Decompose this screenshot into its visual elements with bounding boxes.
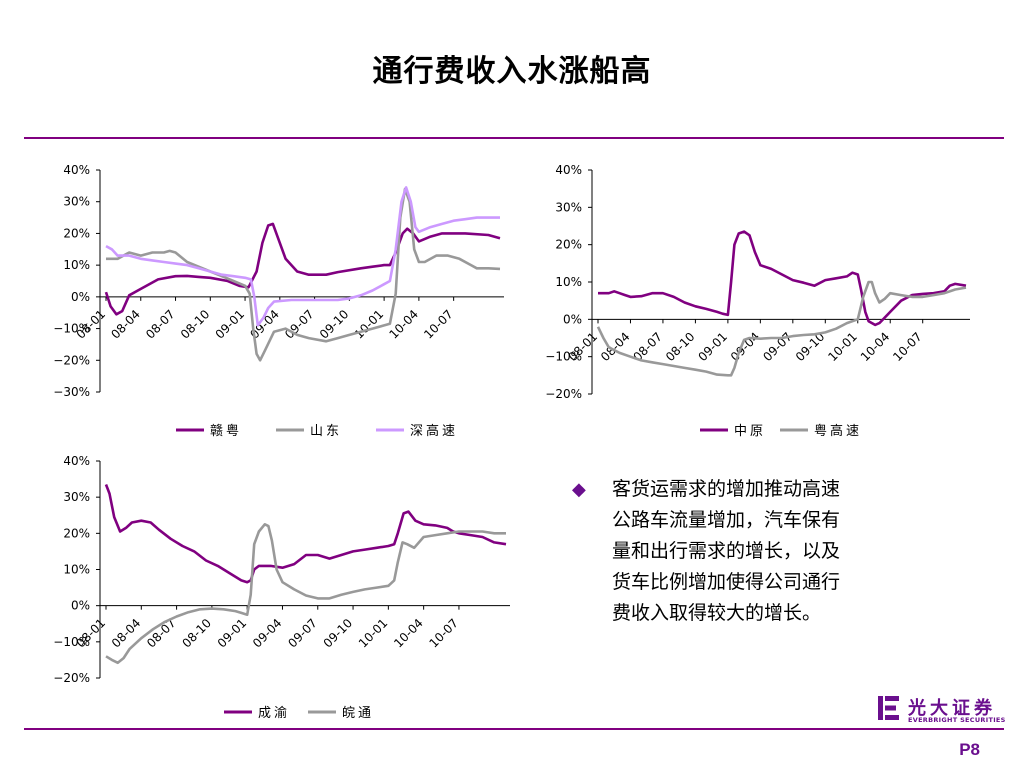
x-tick-label: 10-07 bbox=[421, 307, 456, 342]
x-tick-label: 09-01 bbox=[215, 616, 250, 651]
series-line-1 bbox=[104, 484, 507, 584]
legend-label: 中原 bbox=[734, 424, 766, 439]
x-tick-label: 08-07 bbox=[143, 307, 178, 342]
y-tick-label: −20% bbox=[545, 387, 582, 401]
y-tick-label: 0% bbox=[71, 599, 90, 613]
x-tick-label: 09-04 bbox=[247, 307, 282, 342]
bottom-divider bbox=[24, 728, 1004, 730]
y-tick-label: 40% bbox=[63, 163, 90, 177]
y-tick-label: 40% bbox=[63, 454, 90, 468]
x-tick-label: 10-04 bbox=[386, 307, 421, 342]
x-tick-label: 10-07 bbox=[427, 616, 462, 651]
series-line-2 bbox=[596, 280, 967, 377]
diamond-bullet-icon: ◆ bbox=[572, 479, 586, 500]
x-tick-label: 08-01 bbox=[566, 330, 601, 365]
x-tick-label: 08-04 bbox=[109, 616, 144, 651]
x-tick-label: 08-10 bbox=[178, 307, 213, 342]
y-tick-label: 20% bbox=[63, 526, 90, 540]
x-tick-label: 08-04 bbox=[598, 330, 633, 365]
y-tick-label: 20% bbox=[555, 238, 582, 252]
y-tick-label: 30% bbox=[555, 200, 582, 214]
x-tick-label: 08-10 bbox=[663, 330, 698, 365]
y-tick-label: −10% bbox=[545, 350, 582, 364]
y-tick-label: 0% bbox=[563, 312, 582, 326]
everbright-logo-icon bbox=[878, 696, 899, 720]
x-tick-label: 09-07 bbox=[285, 616, 320, 651]
y-tick-label: −20% bbox=[53, 671, 90, 685]
x-tick-label: 10-01 bbox=[356, 616, 391, 651]
x-tick-label: 10-04 bbox=[391, 616, 426, 651]
series-line-2 bbox=[105, 523, 506, 665]
x-tick-label: 10-01 bbox=[825, 330, 860, 365]
bullet-text: 客货运需求的增加推动高速公路车流量增加，汽车保有量和出行需求的增长，以及货车比例… bbox=[612, 478, 841, 624]
series-line-3 bbox=[105, 186, 500, 327]
x-tick-label: 08-07 bbox=[631, 330, 666, 365]
x-tick-label: 08-04 bbox=[108, 307, 143, 342]
y-tick-label: 10% bbox=[63, 563, 90, 577]
logo-en-text: EVERBRIGHT SECURITIES bbox=[908, 716, 1006, 724]
x-tick-label: 10-04 bbox=[858, 330, 893, 365]
x-tick-label: 09-10 bbox=[317, 307, 352, 342]
legend-label: 深高速 bbox=[410, 423, 458, 439]
x-tick-label: 09-04 bbox=[728, 330, 763, 365]
logo-cn-text: 光大证券 bbox=[908, 698, 996, 719]
series-line-1 bbox=[598, 230, 967, 327]
x-tick-label: 09-01 bbox=[695, 330, 730, 365]
company-logo: 光大证券 EVERBRIGHT SECURITIES bbox=[876, 694, 1008, 724]
x-tick-label: 09-10 bbox=[321, 616, 356, 651]
x-tick-label: 10-07 bbox=[890, 330, 925, 365]
x-tick-label: 09-07 bbox=[282, 307, 317, 342]
series-line-2 bbox=[106, 187, 501, 362]
legend-label: 皖通 bbox=[342, 706, 374, 721]
x-tick-label: 09-01 bbox=[213, 307, 248, 342]
plot-area: −20% −10% 0% 10% 20% 30% 40% 08-0108-0408-0708-… bbox=[545, 163, 970, 401]
x-tick-label: 08-01 bbox=[74, 307, 109, 342]
y-tick-label: −20% bbox=[53, 353, 90, 367]
x-tick-label: 08-10 bbox=[179, 616, 214, 651]
x-tick-label: 09-04 bbox=[250, 616, 285, 651]
plot-area: −30% −20% −10% 0% 10% 20% 30% 40% 08-01 08-04 08-0… bbox=[53, 163, 504, 399]
x-tick-label: 09-07 bbox=[760, 330, 795, 365]
legend-label: 粤高速 bbox=[814, 423, 862, 439]
y-tick-label: −30% bbox=[53, 385, 90, 399]
x-tick-label: 10-01 bbox=[352, 307, 387, 342]
legend-label: 山东 bbox=[310, 424, 342, 439]
y-tick-label: 0% bbox=[71, 290, 90, 304]
x-tick-label: 08-07 bbox=[144, 616, 179, 651]
y-tick-label: 20% bbox=[63, 226, 90, 240]
y-tick-label: 10% bbox=[555, 275, 582, 289]
legend-label: 赣粤 bbox=[210, 423, 242, 439]
y-tick-label: 30% bbox=[63, 490, 90, 504]
x-tick-label: 09-10 bbox=[793, 330, 828, 365]
y-tick-label: 30% bbox=[63, 195, 90, 209]
series-line-1 bbox=[104, 222, 501, 316]
legend-label: 成渝 bbox=[258, 705, 290, 721]
top-divider bbox=[24, 137, 1004, 139]
x-tick-label: 08-01 bbox=[74, 616, 109, 651]
y-tick-label: −10% bbox=[53, 322, 90, 336]
y-tick-label: −10% bbox=[53, 635, 90, 649]
page-number: P8 bbox=[959, 740, 980, 759]
y-tick-label: 40% bbox=[555, 163, 582, 177]
page-title: 通行费收入水涨船高 bbox=[372, 54, 652, 89]
y-tick-label: 10% bbox=[63, 258, 90, 272]
